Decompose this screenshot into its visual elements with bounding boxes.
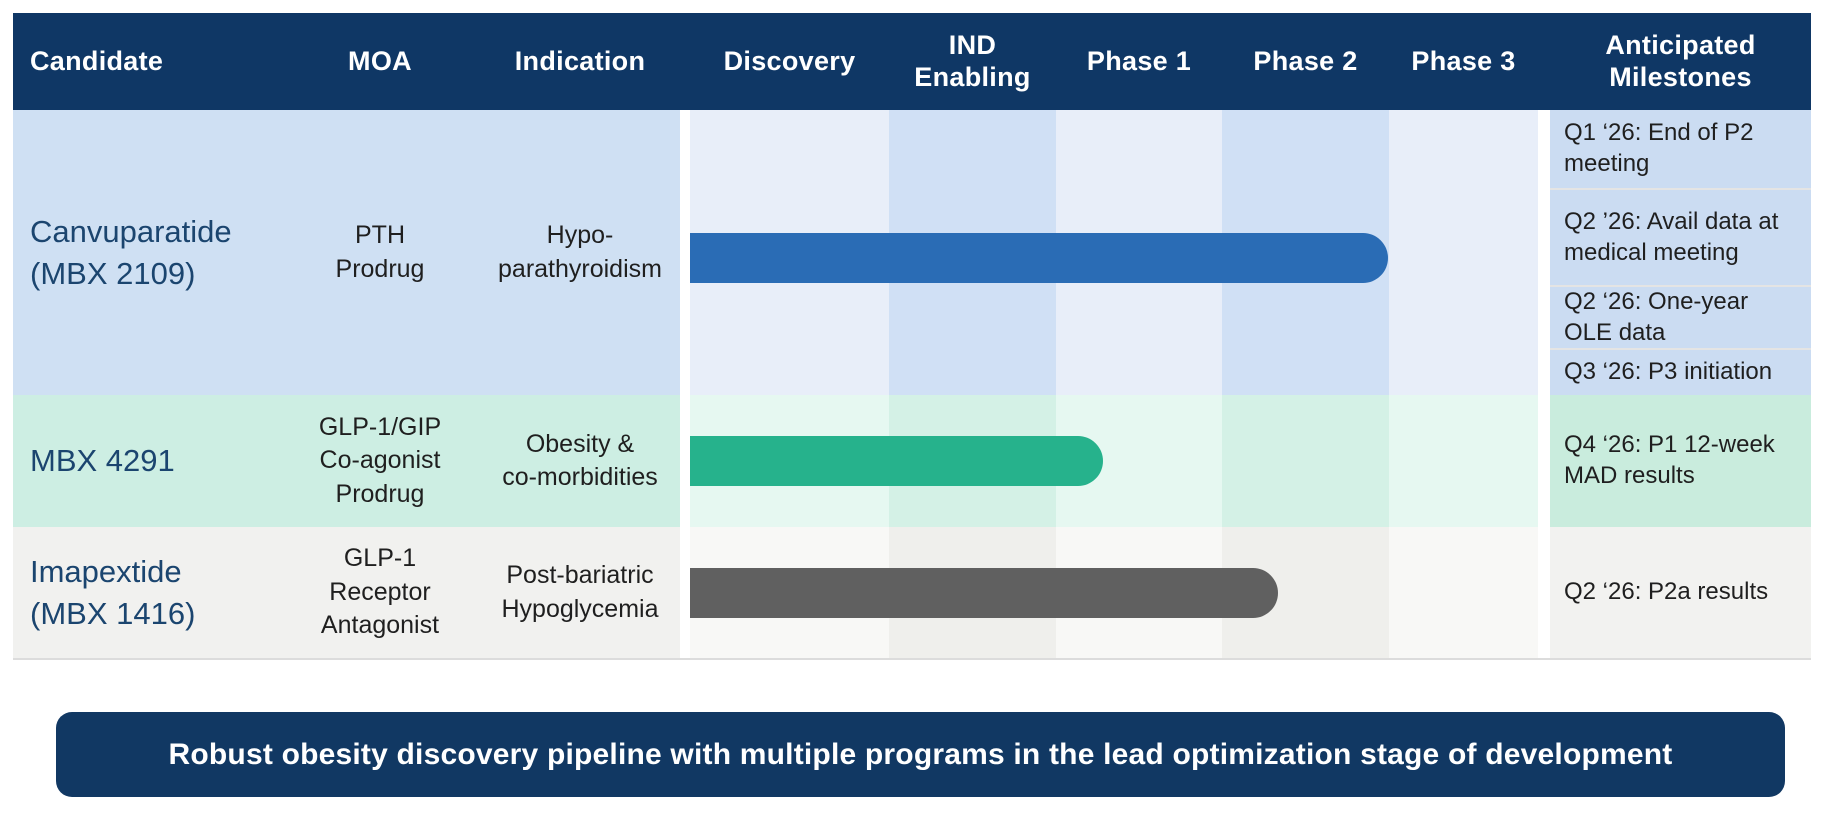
milestone-text: Q4 ‘26: P1 12-week MAD results: [1564, 431, 1775, 489]
column-header-phase3: Phase 3: [1411, 45, 1516, 76]
pipeline-row-imapextide: Imapextide (MBX 1416) GLP-1 Receptor Ant…: [13, 527, 1811, 658]
column-gap: [680, 527, 690, 658]
indication-cell: Obesity & co-morbidities: [480, 395, 680, 527]
indication-cell: Post-bariatric Hypoglycemia: [480, 527, 680, 658]
moa-cell: GLP-1 Receptor Antagonist: [280, 527, 480, 658]
indication-text: Obesity & co-morbidities: [502, 429, 658, 492]
candidate-name: MBX 4291: [30, 443, 175, 479]
progress-bar-mbx-4291: [690, 436, 1103, 486]
column-gap: [1538, 527, 1550, 658]
milestone-item: Q4 ‘26: P1 12-week MAD results: [1550, 395, 1811, 527]
milestone-item: Q2 ’26: Avail data at medical meeting: [1550, 188, 1811, 285]
pipeline-row-canvuparatide: Canvuparatide (MBX 2109) PTH Prodrug Hyp…: [13, 110, 1811, 395]
column-header-candidate: Candidate: [30, 45, 164, 76]
milestone-item: Q1 ‘26: End of P2 meeting: [1550, 110, 1811, 188]
indication-cell: Hypo- parathyroidism: [480, 110, 680, 395]
column-header-discovery: Discovery: [723, 45, 856, 76]
stage-cell-phase2: [1222, 395, 1389, 527]
candidate-name: Canvuparatide (MBX 2109): [30, 213, 232, 291]
column-gap: [680, 110, 690, 395]
milestone-text: Q2 ’26: Avail data at medical meeting: [1564, 207, 1779, 266]
moa-cell: PTH Prodrug: [280, 110, 480, 395]
column-gap: [680, 395, 690, 527]
column-header-ind-enabling: IND Enabling: [914, 30, 1031, 92]
milestone-item: Q3 ‘26: P3 initiation: [1550, 348, 1811, 395]
column-header-moa: MOA: [348, 45, 412, 76]
column-gap: [1538, 395, 1550, 527]
progress-bar-imapextide: [690, 568, 1278, 618]
milestones-cell: Q4 ‘26: P1 12-week MAD results: [1550, 395, 1811, 527]
summary-banner: Robust obesity discovery pipeline with m…: [56, 712, 1785, 797]
milestones-cell: Q2 ‘26: P2a results: [1550, 527, 1811, 658]
milestones-cell: Q1 ‘26: End of P2 meeting Q2 ’26: Avail …: [1550, 110, 1811, 395]
moa-text: PTH Prodrug: [335, 221, 425, 283]
milestone-item: Q2 ‘26: P2a results: [1550, 527, 1811, 658]
candidate-cell: Canvuparatide (MBX 2109): [13, 110, 280, 395]
summary-banner-text: Robust obesity discovery pipeline with m…: [168, 737, 1673, 771]
moa-text: GLP-1/GIP Co-agonist Prodrug: [318, 412, 442, 508]
milestone-text: Q3 ‘26: P3 initiation: [1564, 358, 1773, 386]
milestone-text: Q2 ‘26: P2a results: [1564, 578, 1769, 606]
pipeline-table: Candidate MOA Indication Discovery IND E…: [13, 13, 1811, 660]
milestone-item: Q2 ‘26: One-year OLE data: [1550, 285, 1811, 348]
moa-cell: GLP-1/GIP Co-agonist Prodrug: [280, 395, 480, 527]
milestone-text: Q2 ‘26: One-year OLE data: [1564, 288, 1749, 346]
candidate-cell: MBX 4291: [13, 395, 280, 527]
stage-cell-phase3: [1389, 527, 1538, 658]
indication-text: Post-bariatric Hypoglycemia: [501, 561, 659, 623]
indication-text: Hypo- parathyroidism: [498, 221, 662, 283]
milestone-text: Q1 ‘26: End of P2 meeting: [1564, 119, 1754, 177]
candidate-cell: Imapextide (MBX 1416): [13, 527, 280, 658]
column-header-phase2: Phase 2: [1253, 45, 1358, 76]
column-gap: [1538, 110, 1550, 395]
stage-cell-phase3: [1389, 110, 1538, 395]
pipeline-row-mbx-4291: MBX 4291 GLP-1/GIP Co-agonist Prodrug Ob…: [13, 395, 1811, 527]
progress-bar-canvuparatide: [690, 233, 1388, 283]
moa-text: GLP-1 Receptor Antagonist: [320, 544, 440, 640]
column-header-phase1: Phase 1: [1086, 45, 1192, 76]
candidate-name: Imapextide (MBX 1416): [30, 553, 196, 631]
column-header-anticipated-milestones: Anticipated Milestones: [1605, 30, 1756, 92]
table-header: Candidate MOA Indication Discovery IND E…: [13, 13, 1811, 110]
column-header-indication: Indication: [514, 45, 646, 76]
stage-cell-phase3: [1389, 395, 1538, 527]
